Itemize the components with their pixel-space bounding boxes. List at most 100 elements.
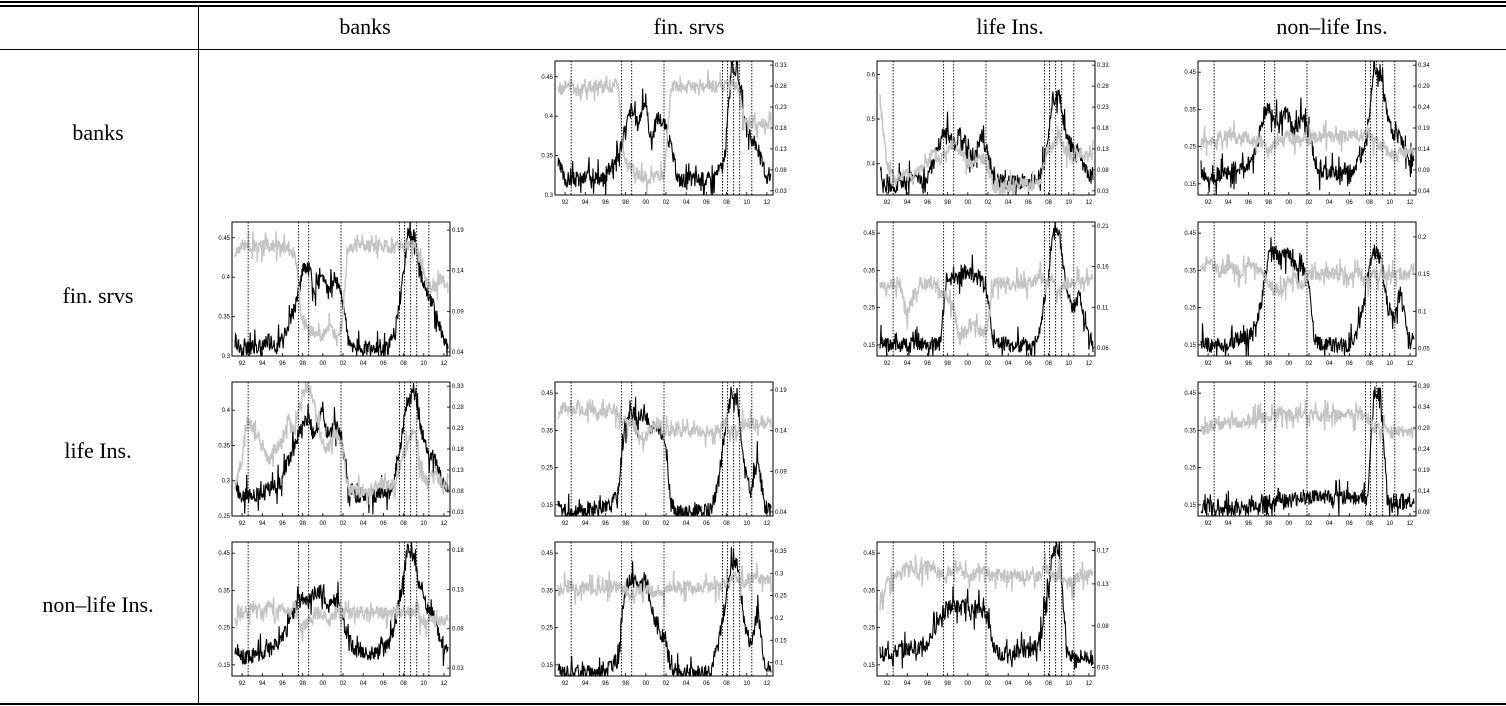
x-tick-label: 94 xyxy=(904,681,911,687)
x-tick-label: 98 xyxy=(944,681,951,687)
y-tick-label: 0.15 xyxy=(1184,182,1196,188)
y2-tick-label: 0.04 xyxy=(1418,189,1430,195)
y-tick-label: 0.35 xyxy=(1184,268,1196,274)
column-header-life-ins: life Ins. xyxy=(976,14,1044,39)
series-line-black xyxy=(234,382,449,515)
y2-tick-label: 0.24 xyxy=(1418,105,1430,111)
chart-panel: 92 94 96 98 00 02 04 06 08 10 12 0.15 0.25 0.35 0.45 0.… xyxy=(1176,57,1444,209)
y-tick-label: 0.15 xyxy=(541,663,553,669)
y-tick-label: 0.25 xyxy=(218,514,230,520)
x-tick-label: 10 xyxy=(743,681,750,687)
x-tick-label: 96 xyxy=(1245,200,1252,206)
y2-tick-label: 0.03 xyxy=(452,510,464,516)
x-tick-label: 04 xyxy=(683,681,690,687)
y2-tick-label: 0.19 xyxy=(775,388,787,394)
x-tick-label: 92 xyxy=(1205,521,1212,527)
x-tick-label: 94 xyxy=(904,361,911,367)
x-tick-label: 10 xyxy=(420,361,427,367)
x-tick-label: 04 xyxy=(360,521,367,527)
y2-tick-label: 0.19 xyxy=(1418,126,1430,132)
x-tick-label: 00 xyxy=(319,361,326,367)
y2-tick-label: 0.13 xyxy=(452,468,464,474)
y2-tick-label: 0.18 xyxy=(1097,126,1109,132)
y2-tick-label: 0.1 xyxy=(775,661,784,667)
x-tick-label: 98 xyxy=(299,681,306,687)
x-tick-label: 06 xyxy=(703,681,710,687)
y-tick-label: 0.3 xyxy=(222,479,231,485)
x-tick-label: 04 xyxy=(1326,361,1333,367)
x-tick-label: 00 xyxy=(319,521,326,527)
x-tick-label: 94 xyxy=(1225,521,1232,527)
y2-tick-label: 0.1 xyxy=(1418,309,1427,315)
x-tick-label: 96 xyxy=(602,521,609,527)
y2-tick-label: 0.18 xyxy=(452,447,464,453)
x-tick-label: 06 xyxy=(380,681,387,687)
row-header-non-life-ins: non–life Ins. xyxy=(42,592,154,617)
x-tick-label: 98 xyxy=(944,200,951,206)
y2-tick-label: 0.28 xyxy=(1097,84,1109,90)
y2-tick-label: 0.29 xyxy=(1418,84,1430,90)
y-tick-label: 0.25 xyxy=(541,626,553,632)
x-tick-label: 12 xyxy=(1407,521,1414,527)
column-header-banks: banks xyxy=(339,14,391,39)
x-tick-label: 96 xyxy=(1245,521,1252,527)
x-tick-label: 92 xyxy=(884,361,891,367)
table-header-rule xyxy=(0,49,1506,51)
x-tick-label: 08 xyxy=(400,521,407,527)
series-line-black xyxy=(557,60,772,196)
series-line-grey xyxy=(234,382,449,505)
x-tick-label: 06 xyxy=(703,200,710,206)
y2-tick-label: 0.08 xyxy=(1097,624,1109,630)
x-tick-label: 10 xyxy=(743,200,750,206)
y-tick-label: 0.35 xyxy=(541,428,553,434)
x-tick-label: 94 xyxy=(1225,361,1232,367)
y2-tick-label: 0.08 xyxy=(775,168,787,174)
row-header-life-ins: life Ins. xyxy=(64,438,132,463)
series-line-black xyxy=(234,222,449,357)
x-tick-label: 98 xyxy=(622,681,629,687)
x-tick-label: 06 xyxy=(1025,681,1032,687)
y-tick-label: 0.45 xyxy=(541,551,553,557)
plot-frame xyxy=(876,221,1096,357)
x-tick-label: 12 xyxy=(764,681,771,687)
y2-tick-label: 0.35 xyxy=(775,549,787,555)
x-tick-label: 06 xyxy=(1346,361,1353,367)
y-tick-label: 0.5 xyxy=(867,117,876,123)
x-tick-label: 10 xyxy=(1386,200,1393,206)
x-tick-label: 94 xyxy=(1225,200,1232,206)
x-tick-label: 00 xyxy=(319,681,326,687)
y-tick-label: 0.15 xyxy=(1184,503,1196,509)
x-tick-label: 06 xyxy=(380,521,387,527)
y2-tick-label: 0.08 xyxy=(1097,168,1109,174)
y-tick-label: 0.35 xyxy=(863,268,875,274)
y-tick-label: 0.15 xyxy=(1184,343,1196,349)
y2-tick-label: 0.28 xyxy=(452,405,464,411)
x-tick-label: 96 xyxy=(279,361,286,367)
plot-frame xyxy=(231,221,451,357)
x-tick-label: 10 xyxy=(1065,361,1072,367)
x-tick-label: 08 xyxy=(1045,200,1052,206)
x-tick-label: 98 xyxy=(299,361,306,367)
y-tick-label: 0.15 xyxy=(541,503,553,509)
y-tick-label: 0.25 xyxy=(541,466,553,472)
x-tick-label: 92 xyxy=(562,521,569,527)
y2-tick-label: 0.09 xyxy=(775,469,787,475)
y2-tick-label: 0.25 xyxy=(775,594,787,600)
series-line-black xyxy=(879,222,1094,356)
series-line-black xyxy=(557,546,772,678)
y-tick-label: 0.35 xyxy=(1184,428,1196,434)
series-line-grey xyxy=(1200,399,1415,444)
x-tick-label: 08 xyxy=(1366,521,1373,527)
column-header-fin-srvs: fin. srvs xyxy=(653,14,725,39)
table-stub-rule xyxy=(198,6,200,703)
y-tick-label: 0.45 xyxy=(218,551,230,557)
y-tick-label: 0.45 xyxy=(863,231,875,237)
x-tick-label: 98 xyxy=(622,521,629,527)
y2-tick-label: 0.13 xyxy=(1097,147,1109,153)
x-tick-label: 12 xyxy=(1086,361,1093,367)
x-tick-label: 92 xyxy=(239,361,246,367)
x-tick-label: 10 xyxy=(1065,681,1072,687)
x-tick-label: 00 xyxy=(964,361,971,367)
y2-tick-label: 0.34 xyxy=(1418,63,1430,69)
y-tick-label: 0.15 xyxy=(218,663,230,669)
